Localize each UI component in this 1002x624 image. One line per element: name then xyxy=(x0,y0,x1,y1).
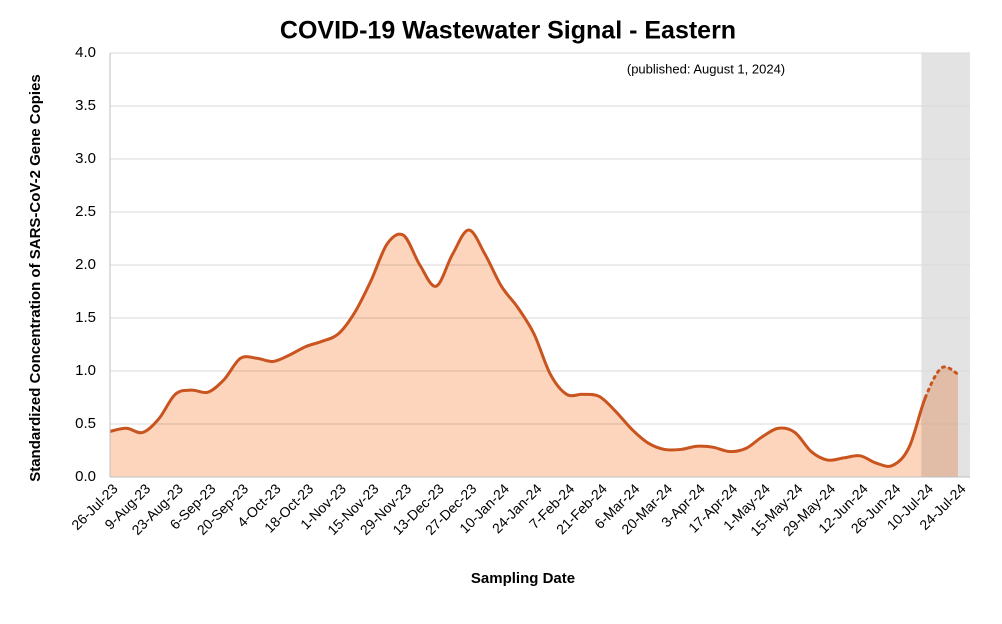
y-tick-label: 1.5 xyxy=(75,309,96,326)
y-tick-label: 2.0 xyxy=(75,256,96,273)
area xyxy=(110,230,958,477)
provisional-line xyxy=(923,365,960,399)
y-tick-label: 0.5 xyxy=(75,415,96,432)
y-tick-label: 2.5 xyxy=(75,203,96,220)
x-axis-title: Sampling Date xyxy=(471,570,575,587)
y-tick-label: 4.0 xyxy=(75,44,96,61)
y-tick-label: 1.0 xyxy=(75,362,96,379)
y-axis-title: Standardized Concentration of SARS-CoV-2… xyxy=(27,74,44,482)
line xyxy=(109,228,927,468)
annotation: (published: August 1, 2024) xyxy=(627,61,785,76)
y-tick-label: 0.0 xyxy=(75,468,96,485)
y-tick-label: 3.0 xyxy=(75,150,96,167)
y-tick-label: 3.5 xyxy=(75,97,96,114)
chart-title: COVID-19 Wastewater Signal - Eastern xyxy=(280,17,736,45)
